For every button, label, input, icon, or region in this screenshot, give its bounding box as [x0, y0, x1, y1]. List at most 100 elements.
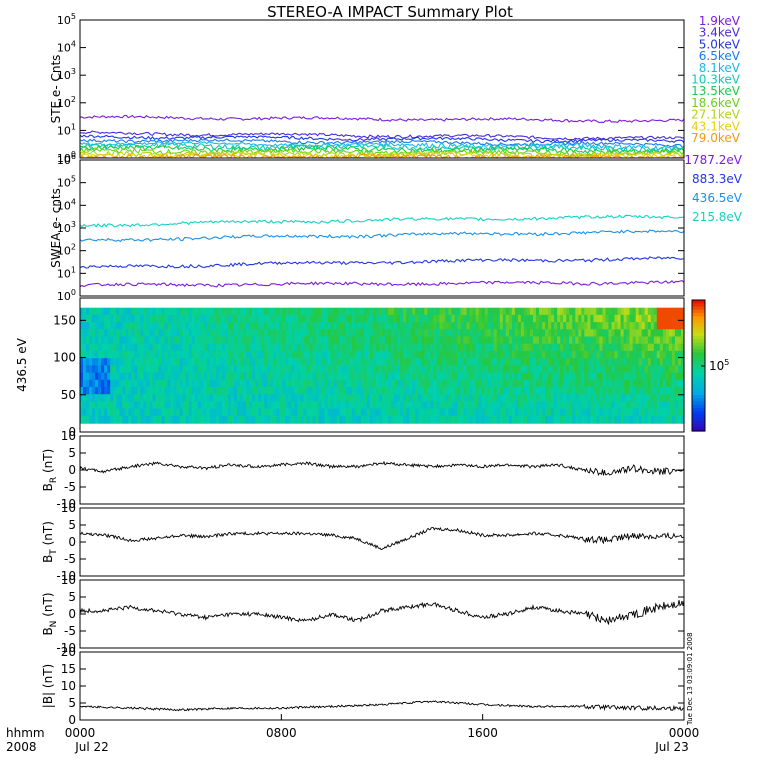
heatmap-cell [116, 314, 120, 323]
heatmap-cell [566, 401, 570, 410]
heatmap-cell [641, 329, 646, 338]
heatmap-cell [306, 343, 311, 352]
heatmap-cell [122, 329, 126, 338]
heatmap-cell [101, 372, 105, 381]
heatmap-cell [511, 314, 516, 323]
heatmap-cell [203, 329, 208, 338]
heatmap-cell [146, 314, 150, 323]
heatmap-cell [520, 336, 525, 345]
heatmap-cell [348, 322, 353, 330]
heatmap-cell [563, 350, 567, 359]
heatmap-cell [394, 372, 398, 381]
heatmap-cell [439, 307, 443, 316]
series-line-436.5eV [79, 229, 685, 243]
heatmap-cell [228, 394, 232, 402]
heatmap-cell [206, 372, 211, 381]
heatmap-cell [575, 415, 579, 424]
heatmap-cell [454, 415, 459, 424]
heatmap-cell [385, 336, 389, 345]
heatmap-cell [566, 394, 570, 402]
heatmap-cell [336, 394, 341, 402]
heatmap-cell [659, 408, 664, 417]
heatmap-cell [131, 387, 135, 395]
heatmap-cell [261, 358, 265, 366]
series-line-1.9keV [79, 114, 685, 124]
heatmap-cell [638, 329, 643, 338]
heatmap-cell [418, 336, 422, 345]
heatmap-cell [394, 365, 398, 374]
heatmap-cell [400, 394, 404, 402]
heatmap-cell [366, 350, 371, 359]
heatmap-cell [312, 365, 317, 374]
heatmap-cell [478, 350, 483, 359]
heatmap-cell [632, 415, 637, 424]
heatmap-cell [125, 343, 129, 352]
heatmap-cell [442, 336, 446, 345]
heatmap-cell [545, 401, 549, 410]
heatmap-cell [209, 365, 214, 374]
heatmap-cell [439, 372, 443, 381]
heatmap-cell [294, 372, 298, 381]
heatmap-cell [563, 387, 567, 395]
heatmap-cell [487, 408, 492, 417]
heatmap-cell [170, 379, 175, 388]
heatmap-cell [297, 329, 301, 338]
heatmap-cell [626, 365, 631, 374]
heatmap-cell [412, 408, 416, 417]
heatmap-cell [527, 350, 531, 359]
heatmap-cell [397, 365, 401, 374]
heatmap-cell [644, 394, 649, 402]
heatmap-cell [360, 379, 365, 388]
heatmap-cell [611, 336, 616, 345]
heatmap-cell [345, 415, 350, 424]
heatmap-cell [243, 394, 247, 402]
heatmap-cell [560, 350, 564, 359]
heatmap-cell [388, 365, 392, 374]
heatmap-cell [86, 372, 90, 381]
heatmap-cell [596, 379, 600, 388]
heatmap-cell [240, 372, 244, 381]
heatmap-cell [170, 350, 175, 359]
heatmap-cell [674, 336, 679, 345]
heatmap-cell [587, 408, 591, 417]
heatmap-cell [478, 329, 483, 338]
heatmap-cell [218, 379, 223, 388]
heatmap-cell [221, 358, 226, 366]
heatmap-cell [261, 387, 265, 395]
heatmap-cell [255, 322, 259, 330]
heatmap-cell [185, 358, 190, 366]
heatmap-cell [134, 401, 138, 410]
heatmap-cell [80, 336, 84, 345]
heatmap-cell [472, 372, 477, 381]
heatmap-cell [472, 387, 477, 395]
heatmap-cell [445, 372, 449, 381]
heatmap-cell [345, 358, 350, 366]
heatmap-cell [369, 358, 374, 366]
heatmap-cell [354, 322, 359, 330]
heatmap-cell [427, 314, 431, 323]
heatmap-cell [656, 365, 661, 374]
heatmap-cell [614, 322, 619, 330]
heatmap-cell [448, 343, 452, 352]
heatmap-cell [542, 387, 546, 395]
heatmap-cell [173, 322, 178, 330]
heatmap-cell [517, 394, 522, 402]
heatmap-cell [508, 408, 513, 417]
heatmap-cell [194, 379, 199, 388]
heatmap-cell [674, 387, 679, 395]
heatmap-cell [487, 322, 492, 330]
heatmap-cell [203, 350, 208, 359]
heatmap-cell [472, 350, 477, 359]
heatmap-cell [95, 358, 99, 366]
heatmap-cell [285, 401, 289, 410]
legend-entry: 13.5keV [691, 84, 741, 98]
heatmap-cell [554, 387, 558, 395]
y-tick-label: 10 [61, 501, 76, 515]
heatmap-cell [511, 365, 516, 374]
heatmap-cell [433, 372, 437, 381]
heatmap-cell [351, 415, 356, 424]
heatmap-cell [209, 314, 214, 323]
heatmap-cell [382, 387, 386, 395]
heatmap-cell [463, 394, 468, 402]
